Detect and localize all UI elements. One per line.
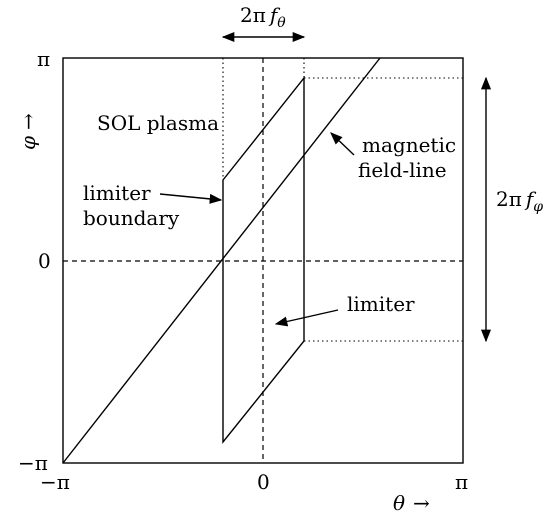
y-axis-arrow: →	[16, 113, 40, 130]
limiter-pointer-arrow	[274, 309, 339, 327]
x-axis-label: θ →	[393, 491, 430, 515]
right-dimension-label: 2π fφ	[496, 187, 543, 215]
x-axis-arrow: →	[413, 491, 430, 515]
right-dimension-base: 2π	[496, 187, 522, 211]
y-tick-top: π	[37, 47, 50, 71]
top-dimension-base: 2π	[240, 3, 266, 27]
x-tick-left: −π	[40, 470, 70, 494]
sol-plasma-label: SOL plasma	[97, 111, 219, 135]
right-dimension-sub: φ	[533, 199, 543, 215]
x-tick-mid: 0	[257, 470, 270, 494]
top-dimension-label: 2π fθ	[240, 3, 286, 31]
y-tick-bottom: −π	[18, 451, 48, 475]
limiter-boundary-label-line1: limiter	[83, 181, 151, 205]
top-dimension-sub: θ	[277, 15, 286, 31]
magnetic-label-line2: field-line	[358, 158, 447, 182]
magnetic-pointer-arrow	[330, 132, 355, 156]
limiter-boundary-label-line2: boundary	[83, 206, 180, 230]
limiter-label: limiter	[347, 292, 415, 316]
y-tick-mid: 0	[38, 249, 51, 273]
y-axis-label: φ→	[16, 113, 40, 150]
x-tick-right: π	[455, 470, 468, 494]
x-axis-symbol: θ	[393, 491, 405, 515]
magnetic-field-line	[62, 57, 381, 464]
limiter-shape	[222, 75, 305, 444]
magnetic-label-line1: magnetic	[362, 133, 456, 157]
limiter-boundary-pointer-arrow	[159, 193, 223, 204]
y-axis-symbol: φ	[16, 136, 40, 150]
